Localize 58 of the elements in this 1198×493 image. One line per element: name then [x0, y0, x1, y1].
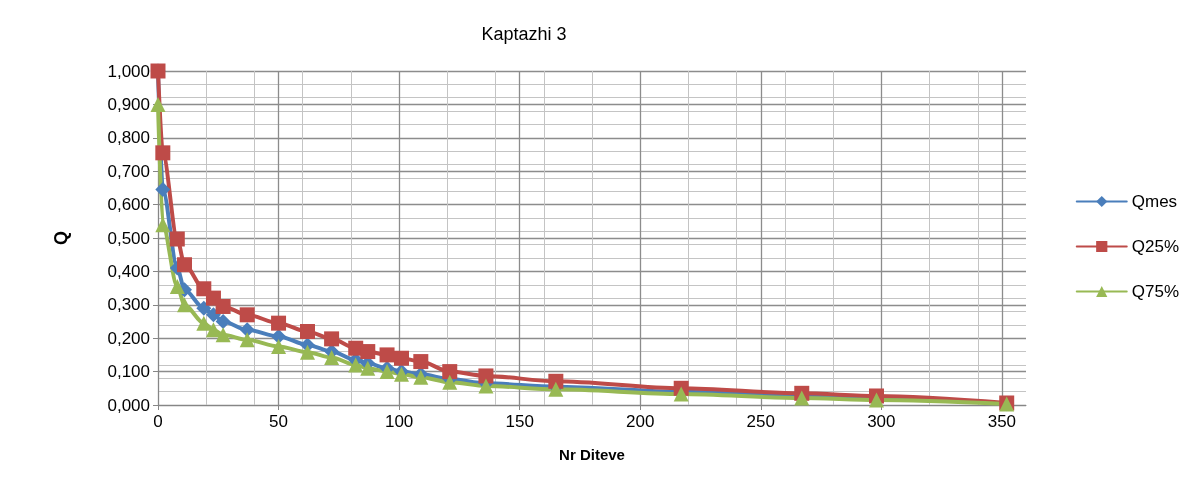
y-tick-label: 0,500: [107, 228, 150, 248]
x-tick-label: 100: [384, 412, 414, 431]
legend-label: Q25%: [1131, 237, 1179, 256]
x-tick-label: 150: [505, 412, 534, 431]
point: [215, 314, 231, 329]
point: [348, 357, 364, 373]
point: [299, 344, 315, 360]
point: [239, 322, 255, 338]
x-axis-title: Nr Diteve: [559, 446, 625, 463]
point: [155, 217, 171, 233]
x-tick-label: 50: [269, 412, 289, 431]
y-tick-label: 0,100: [107, 362, 150, 382]
point: [205, 322, 221, 338]
point: [155, 182, 171, 198]
legend-label: Q75%: [1131, 282, 1179, 301]
point: [215, 327, 231, 343]
point: [155, 145, 171, 161]
x-tick-label: 200: [626, 412, 655, 431]
point: [394, 350, 410, 366]
point: [299, 324, 315, 340]
point: [360, 360, 376, 376]
point: [413, 354, 429, 370]
point: [442, 364, 458, 380]
point: [324, 331, 340, 347]
chart-title: Kaptazhi 3: [481, 24, 567, 44]
point: [239, 332, 255, 348]
y-tick-label: 0,800: [107, 128, 150, 148]
x-tick-label: 350: [987, 412, 1017, 431]
point: [196, 300, 212, 316]
point: [324, 350, 340, 366]
point: [177, 257, 193, 273]
point: [215, 298, 231, 314]
y-tick-label: 1,000: [107, 61, 150, 81]
y-tick-label: 0,000: [107, 395, 150, 415]
point: [271, 339, 287, 355]
legend-label: Qmes: [1131, 192, 1178, 211]
point: [169, 278, 185, 294]
point: [360, 344, 376, 360]
point: [169, 231, 185, 247]
point: [379, 347, 395, 363]
point: [271, 315, 287, 331]
y-tick-label: 0,400: [107, 261, 150, 281]
point: [177, 297, 193, 313]
y-axis-title: Q: [51, 230, 71, 246]
point: [205, 307, 221, 323]
y-tick-label: 0,300: [107, 295, 150, 315]
x-tick-label: 300: [867, 412, 896, 431]
point: [478, 368, 494, 384]
point: [196, 315, 212, 331]
x-tick-label: 250: [746, 412, 775, 431]
point: [150, 96, 166, 112]
x-tick-label: 0: [153, 412, 163, 431]
point: [239, 307, 255, 323]
y-tick-label: 0,600: [107, 195, 150, 215]
y-tick-label: 0,900: [107, 94, 150, 114]
y-tick-label: 0,700: [107, 161, 150, 181]
y-tick-label: 0,200: [107, 328, 150, 348]
point: [379, 364, 395, 380]
